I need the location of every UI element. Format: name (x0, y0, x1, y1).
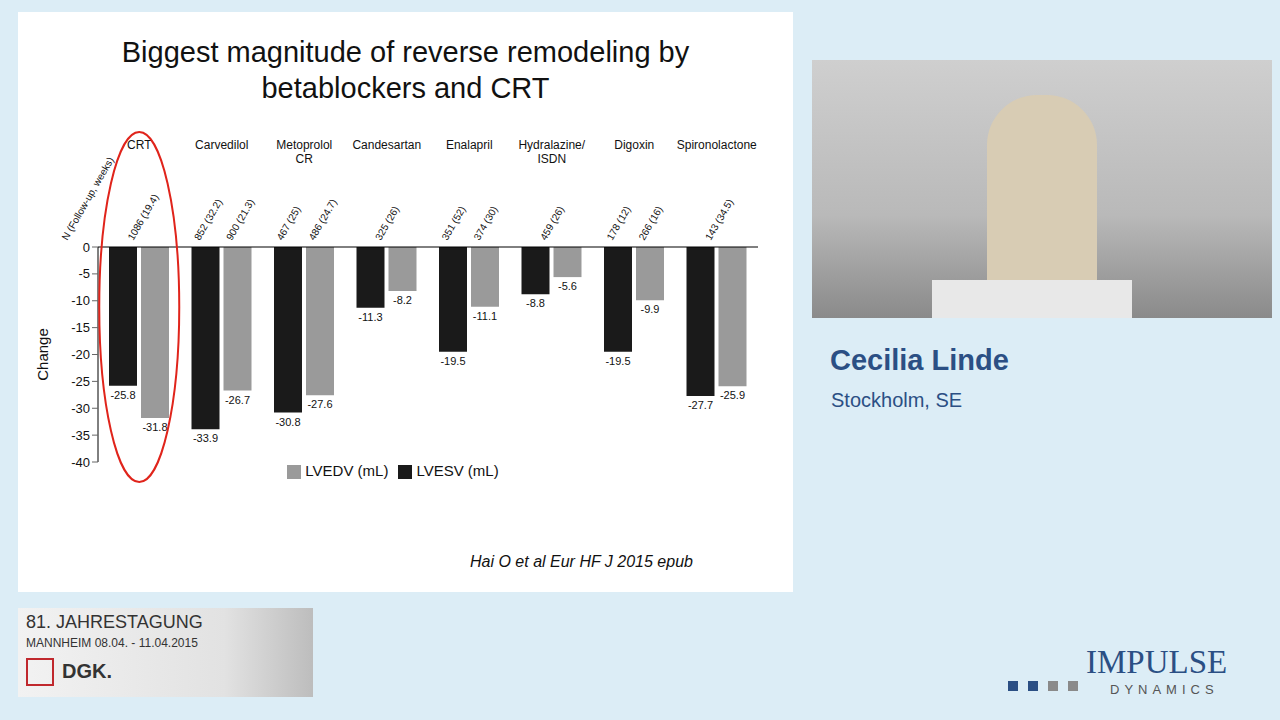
svg-text:-25.9: -25.9 (720, 389, 745, 401)
svg-text:467 (25): 467 (25) (274, 204, 302, 242)
svg-text:-19.5: -19.5 (605, 355, 630, 367)
svg-text:-26.7: -26.7 (225, 394, 250, 406)
svg-text:0: 0 (83, 240, 90, 255)
html-text:LVESV (mL): LVESV (mL) (416, 462, 499, 479)
html-text:Hai O et al Eur HF J 2015 epub: Hai O et al Eur HF J 2015 epub (470, 553, 693, 570)
svg-text:1086 (19.4): 1086 (19.4) (125, 192, 160, 242)
svg-text:-11.1: -11.1 (473, 310, 497, 322)
svg-text:-30.8: -30.8 (275, 416, 300, 428)
svg-text:Spironolactone: Spironolactone (677, 138, 757, 152)
svg-text:-11.3: -11.3 (358, 311, 382, 323)
svg-text:Metoprolol: Metoprolol (276, 138, 332, 152)
svg-text:-5: -5 (78, 266, 90, 281)
svg-text:486 (24.7): 486 (24.7) (306, 197, 338, 242)
html-text:DGK.: DGK. (62, 660, 112, 682)
svg-text:-10: -10 (71, 293, 90, 308)
svg-text:351 (52): 351 (52) (439, 204, 467, 242)
svg-text:266 (16): 266 (16) (636, 204, 664, 242)
svg-text:-31.8: -31.8 (142, 421, 167, 433)
svg-text:900 (21.3): 900 (21.3) (224, 197, 256, 242)
svg-text:-5.6: -5.6 (558, 280, 577, 292)
svg-text:178 (12): 178 (12) (604, 204, 632, 242)
svg-text:-25: -25 (71, 374, 90, 389)
svg-text:459 (26): 459 (26) (538, 204, 566, 242)
svg-text:Hydralazine/: Hydralazine/ (518, 138, 585, 152)
svg-text:-27.6: -27.6 (307, 398, 332, 410)
svg-text:-9.9: -9.9 (641, 303, 660, 315)
html-text:IMPULSE: IMPULSE (1086, 644, 1228, 680)
svg-text:374 (30): 374 (30) (471, 204, 499, 242)
html-text:Biggest magnitude of reverse r: Biggest magnitude of reverse remodeling … (121, 36, 690, 104)
svg-text:-40: -40 (71, 455, 90, 470)
svg-text:Change: Change (34, 328, 51, 381)
svg-text:852 (32.2): 852 (32.2) (192, 197, 224, 242)
svg-text:-33.9: -33.9 (193, 432, 218, 444)
html-text:Stockholm, SE: Stockholm, SE (831, 389, 963, 411)
svg-text:-27.7: -27.7 (688, 399, 713, 411)
html-text:DYNAMICS: DYNAMICS (1110, 682, 1219, 697)
svg-text:143 (34.5): 143 (34.5) (703, 197, 735, 242)
svg-text:-15: -15 (71, 320, 90, 335)
svg-text:-8.8: -8.8 (526, 297, 545, 309)
svg-text:Digoxin: Digoxin (614, 138, 654, 152)
svg-text:-20: -20 (71, 347, 90, 362)
svg-text:-35: -35 (71, 428, 90, 443)
svg-text:325 (26): 325 (26) (373, 204, 401, 242)
html-text:MANNHEIM 08.04. - 11.04.2015: MANNHEIM 08.04. - 11.04.2015 (26, 636, 198, 650)
svg-text:Enalapril: Enalapril (446, 138, 493, 152)
svg-text:N (Follow-up, weeks): N (Follow-up, weeks) (59, 155, 115, 242)
svg-text:Carvedilol: Carvedilol (195, 138, 248, 152)
svg-text:CRT: CRT (127, 138, 152, 152)
svg-text:-25.8: -25.8 (110, 389, 135, 401)
svg-text:CR: CR (296, 152, 314, 166)
svg-text:Candesartan: Candesartan (352, 138, 421, 152)
svg-text:-30: -30 (71, 401, 90, 416)
svg-text:-19.5: -19.5 (440, 355, 465, 367)
html-text:Cecilia Linde: Cecilia Linde (830, 344, 1009, 376)
html-text:81. JAHRESTAGUNG: 81. JAHRESTAGUNG (26, 612, 203, 632)
html-text:LVEDV (mL): LVEDV (mL) (305, 462, 389, 479)
svg-text:-8.2: -8.2 (393, 294, 412, 306)
svg-text:ISDN: ISDN (537, 152, 566, 166)
